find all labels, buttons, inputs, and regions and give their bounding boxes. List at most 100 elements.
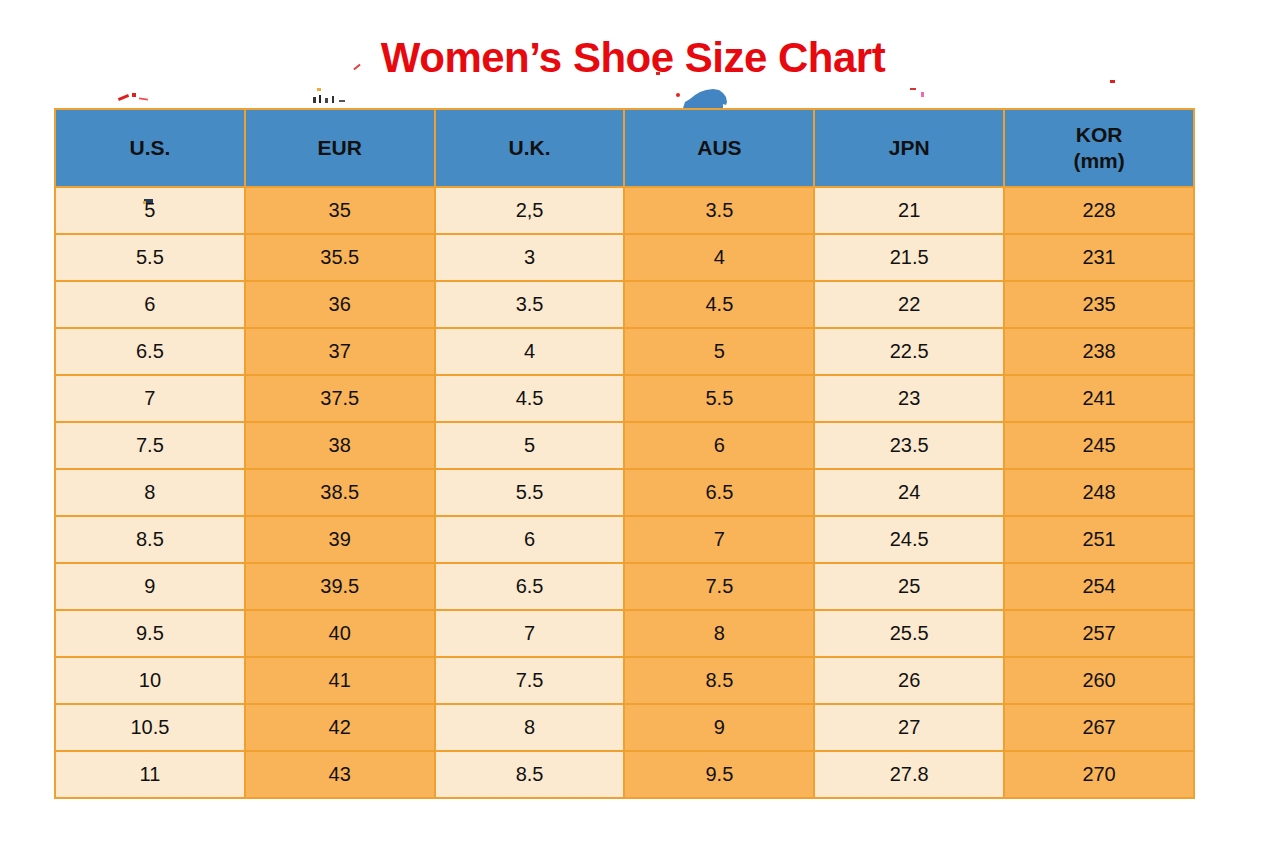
size-cell: 22.5 [814, 328, 1004, 375]
size-cell: 21 [814, 187, 1004, 234]
size-cell: 4 [624, 234, 814, 281]
table-row: 9.5407825.5257 [55, 610, 1194, 657]
table-row: 6.5374522.5238 [55, 328, 1194, 375]
table-row: 7.5385623.5245 [55, 422, 1194, 469]
column-header-label: JPN [815, 135, 1003, 161]
size-cell: 245 [1004, 422, 1194, 469]
size-cell: 25.5 [814, 610, 1004, 657]
size-cell: 4 [435, 328, 625, 375]
size-cell: 27 [814, 704, 1004, 751]
size-cell: 7 [624, 516, 814, 563]
size-cell: 27.8 [814, 751, 1004, 798]
size-cell: 23.5 [814, 422, 1004, 469]
size-cell: 6 [55, 281, 245, 328]
size-cell: 3.5 [624, 187, 814, 234]
size-cell: 7 [435, 610, 625, 657]
size-cell: 40 [245, 610, 435, 657]
column-header-uk: U.K. [435, 109, 625, 187]
size-cell: 4.5 [435, 375, 625, 422]
size-cell: 251 [1004, 516, 1194, 563]
size-cell: 7.5 [55, 422, 245, 469]
size-cell: 8 [435, 704, 625, 751]
size-cell: 5.5 [435, 469, 625, 516]
size-cell: 6.5 [624, 469, 814, 516]
table-row: 737.54.55.523241 [55, 375, 1194, 422]
artifact-mark [139, 97, 148, 100]
size-cell: 41 [245, 657, 435, 704]
size-cell: 35 [245, 187, 435, 234]
size-cell: 23 [814, 375, 1004, 422]
size-cell: 8.5 [55, 516, 245, 563]
size-cell: 270 [1004, 751, 1194, 798]
column-header-label: KOR [1005, 122, 1193, 148]
column-header-kor: KOR(mm) [1004, 109, 1194, 187]
column-header-sublabel: (mm) [1005, 148, 1193, 174]
size-cell: 241 [1004, 375, 1194, 422]
table-row: 8.5396724.5251 [55, 516, 1194, 563]
size-cell: 3 [435, 234, 625, 281]
size-cell: 9 [624, 704, 814, 751]
size-cell: 248 [1004, 469, 1194, 516]
size-cell: 8 [624, 610, 814, 657]
column-header-label: EUR [246, 135, 434, 161]
header-row: U.S.EURU.K.AUSJPNKOR(mm) [55, 109, 1194, 187]
size-cell: 38.5 [245, 469, 435, 516]
size-cell: 238 [1004, 328, 1194, 375]
size-cell: 5 [624, 328, 814, 375]
table-row: 5.535.53421.5231 [55, 234, 1194, 281]
table-row: 838.55.56.524248 [55, 469, 1194, 516]
size-cell: 26 [814, 657, 1004, 704]
artifact-mark [676, 93, 680, 97]
table-row: 939.56.57.525254 [55, 563, 1194, 610]
size-cell: 5.5 [55, 234, 245, 281]
size-cell: 37.5 [245, 375, 435, 422]
table-row: 5352,53.521228 [55, 187, 1194, 234]
size-cell: 257 [1004, 610, 1194, 657]
size-cell: 25 [814, 563, 1004, 610]
size-cell: 8 [55, 469, 245, 516]
size-cell: 6.5 [435, 563, 625, 610]
size-cell: 7 [55, 375, 245, 422]
artifact-mark [910, 88, 916, 90]
size-cell: 24 [814, 469, 1004, 516]
size-cell: 254 [1004, 563, 1194, 610]
size-cell: 6 [624, 422, 814, 469]
size-cell: 9 [55, 563, 245, 610]
size-cell: 9.5 [55, 610, 245, 657]
artifact-mark [143, 201, 146, 204]
artifact-mark [118, 94, 129, 101]
artifact-mark [313, 97, 316, 103]
artifact-mark [317, 88, 321, 91]
size-cell: 4.5 [624, 281, 814, 328]
size-cell: 5.5 [624, 375, 814, 422]
size-cell: 10.5 [55, 704, 245, 751]
size-cell: 11 [55, 751, 245, 798]
size-cell: 8.5 [624, 657, 814, 704]
size-cell: 39.5 [245, 563, 435, 610]
size-cell: 5 [55, 187, 245, 234]
column-header-us: U.S. [55, 109, 245, 187]
size-cell: 8.5 [435, 751, 625, 798]
size-cell: 6.5 [55, 328, 245, 375]
artifact-mark [1110, 80, 1115, 83]
size-cell: 35.5 [245, 234, 435, 281]
size-cell: 231 [1004, 234, 1194, 281]
size-cell: 2,5 [435, 187, 625, 234]
size-cell: 260 [1004, 657, 1194, 704]
size-cell: 267 [1004, 704, 1194, 751]
size-cell: 39 [245, 516, 435, 563]
artifact-mark [656, 72, 660, 75]
artifact-mark [339, 100, 345, 102]
blue-smudge-blob [683, 88, 735, 108]
size-cell: 7.5 [624, 563, 814, 610]
size-cell: 228 [1004, 187, 1194, 234]
table-header: U.S.EURU.K.AUSJPNKOR(mm) [55, 109, 1194, 187]
column-header-label: AUS [625, 135, 813, 161]
column-header-aus: AUS [624, 109, 814, 187]
column-header-jpn: JPN [814, 109, 1004, 187]
size-cell: 235 [1004, 281, 1194, 328]
size-cell: 3.5 [435, 281, 625, 328]
size-cell: 22 [814, 281, 1004, 328]
column-header-eur: EUR [245, 109, 435, 187]
artifact-mark [325, 98, 328, 103]
